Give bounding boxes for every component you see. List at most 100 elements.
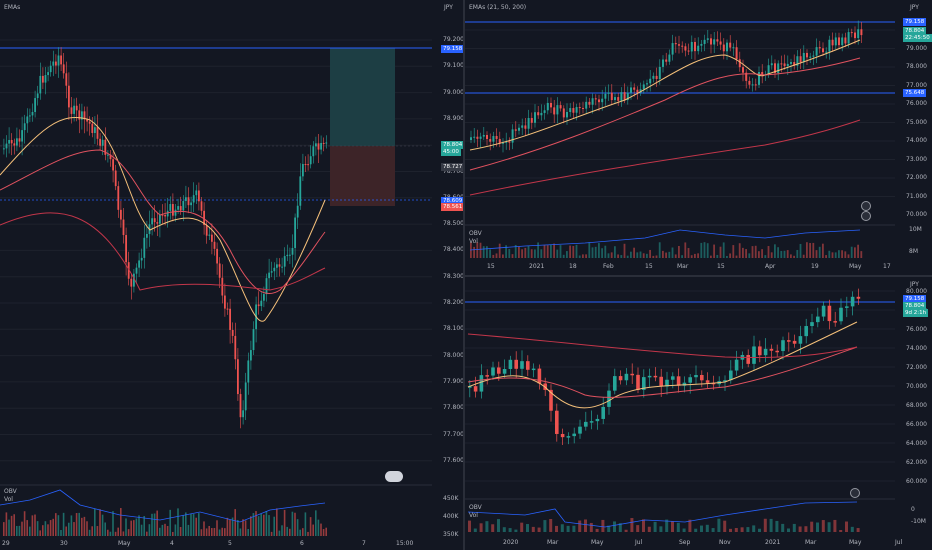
horizontal-pane-divider[interactable] [465, 275, 932, 277]
candle-body [566, 436, 571, 438]
price-tag-line: 79.158 [903, 18, 927, 26]
top-right-indicator-label[interactable]: EMAs (21, 50, 200) [469, 4, 527, 11]
volume-bar [711, 528, 715, 532]
left-indicator-label[interactable]: EMAs [4, 4, 21, 11]
time-tick: Mar [677, 263, 689, 270]
volume-bar [161, 524, 164, 536]
volume-bar [671, 521, 674, 532]
candle-body [818, 47, 821, 49]
top-right-chart-svg[interactable] [465, 0, 932, 275]
dividends-icon[interactable] [861, 211, 871, 221]
volume-bar [624, 529, 628, 532]
candle-body [607, 92, 610, 94]
obv-tick: 8M [909, 248, 918, 255]
candle-body [520, 361, 524, 369]
volume-bar [585, 254, 587, 258]
bottom-right-chart-svg[interactable] [465, 277, 932, 550]
candle-body [732, 47, 735, 49]
candle-body [78, 110, 81, 120]
price-tag-line: 79.158 [903, 295, 927, 303]
time-tick: May [118, 540, 131, 547]
volume-bar [553, 243, 555, 258]
ema-50-line [469, 57, 861, 171]
candle-body [221, 277, 224, 296]
price-tick: 79.200 [443, 36, 463, 43]
volume-bar [153, 513, 156, 536]
candle-body [47, 72, 49, 76]
volume-bar [684, 242, 687, 258]
candle-body [524, 125, 527, 129]
bottom-right-chart-pane[interactable]: JPY 80.00078.00076.00074.00072.00070.000… [465, 277, 932, 550]
volume-bar [55, 513, 57, 536]
volume-bar [812, 242, 815, 258]
volume-bar [559, 245, 562, 258]
left-chart-pane[interactable]: EMAs JPY 79.20079.10079.00078.90078.8007… [0, 0, 463, 550]
volume-bar [138, 515, 140, 536]
volume-bar [518, 246, 520, 258]
volume-bar [746, 527, 750, 532]
candle-body [799, 56, 802, 63]
volume-bar [273, 516, 275, 536]
candle-body [273, 267, 276, 272]
volume-bar [781, 523, 785, 532]
candle-body [761, 72, 764, 75]
volume-bar [646, 253, 648, 258]
candle-body [556, 105, 559, 115]
candle-body [786, 63, 789, 67]
volume-bar [827, 522, 831, 532]
candle-body [595, 418, 600, 422]
candle-body [239, 394, 242, 418]
time-tick: Mar [805, 539, 817, 546]
volume-bar [270, 531, 273, 536]
vertical-pane-divider[interactable] [463, 0, 465, 550]
events-icon[interactable] [850, 488, 860, 498]
candle-body [86, 119, 88, 122]
candle-body [857, 29, 860, 39]
time-tick: Apr [765, 263, 776, 270]
candle-body [821, 305, 826, 317]
candle-body [247, 360, 250, 383]
candle-body [10, 139, 13, 144]
candle-body [550, 102, 552, 108]
volume-bar [195, 517, 197, 536]
volume-bar [742, 247, 744, 258]
volume-bar [3, 522, 5, 536]
alert-icon[interactable] [385, 471, 403, 482]
price-tag-countdown: 9d 2:1h [903, 309, 929, 317]
earnings-icon[interactable] [861, 201, 871, 211]
volume-bar [618, 523, 622, 532]
candle-body [540, 112, 543, 116]
price-tick: 72.000 [906, 174, 927, 181]
volume-bar [187, 524, 190, 536]
candle-body [42, 75, 44, 83]
candle-body [234, 335, 237, 360]
volume-bar [787, 528, 790, 532]
price-tick: 78.400 [443, 246, 463, 254]
candle-body [307, 164, 309, 166]
time-tick: Jul [895, 539, 903, 546]
volume-bar [761, 249, 763, 258]
volume-bar [828, 250, 831, 258]
candle-body [146, 233, 148, 238]
candle-body [289, 254, 291, 256]
candle-body [101, 139, 104, 146]
volume-bar [653, 521, 657, 532]
candle-body [8, 139, 10, 144]
top-right-chart-pane[interactable]: EMAs (21, 50, 200) JPY 79.000 78.000 77.00… [465, 0, 932, 275]
candle-body [268, 272, 270, 279]
price-tick: 77.000 [906, 81, 927, 89]
candle-body [174, 209, 177, 216]
volume-bar [642, 519, 645, 532]
candle-body [636, 374, 640, 390]
ema-200-line [467, 333, 858, 359]
price-tag-last: 78.804 [441, 141, 463, 149]
candle-body [793, 62, 796, 66]
candle-body [598, 99, 600, 103]
left-chart-svg[interactable] [0, 0, 463, 550]
candle-body [44, 75, 47, 83]
time-tick: Jul [635, 539, 643, 546]
volume-bar [792, 523, 796, 532]
candle-body [833, 321, 837, 323]
candle-body [769, 348, 774, 351]
volume-bar [671, 247, 674, 258]
